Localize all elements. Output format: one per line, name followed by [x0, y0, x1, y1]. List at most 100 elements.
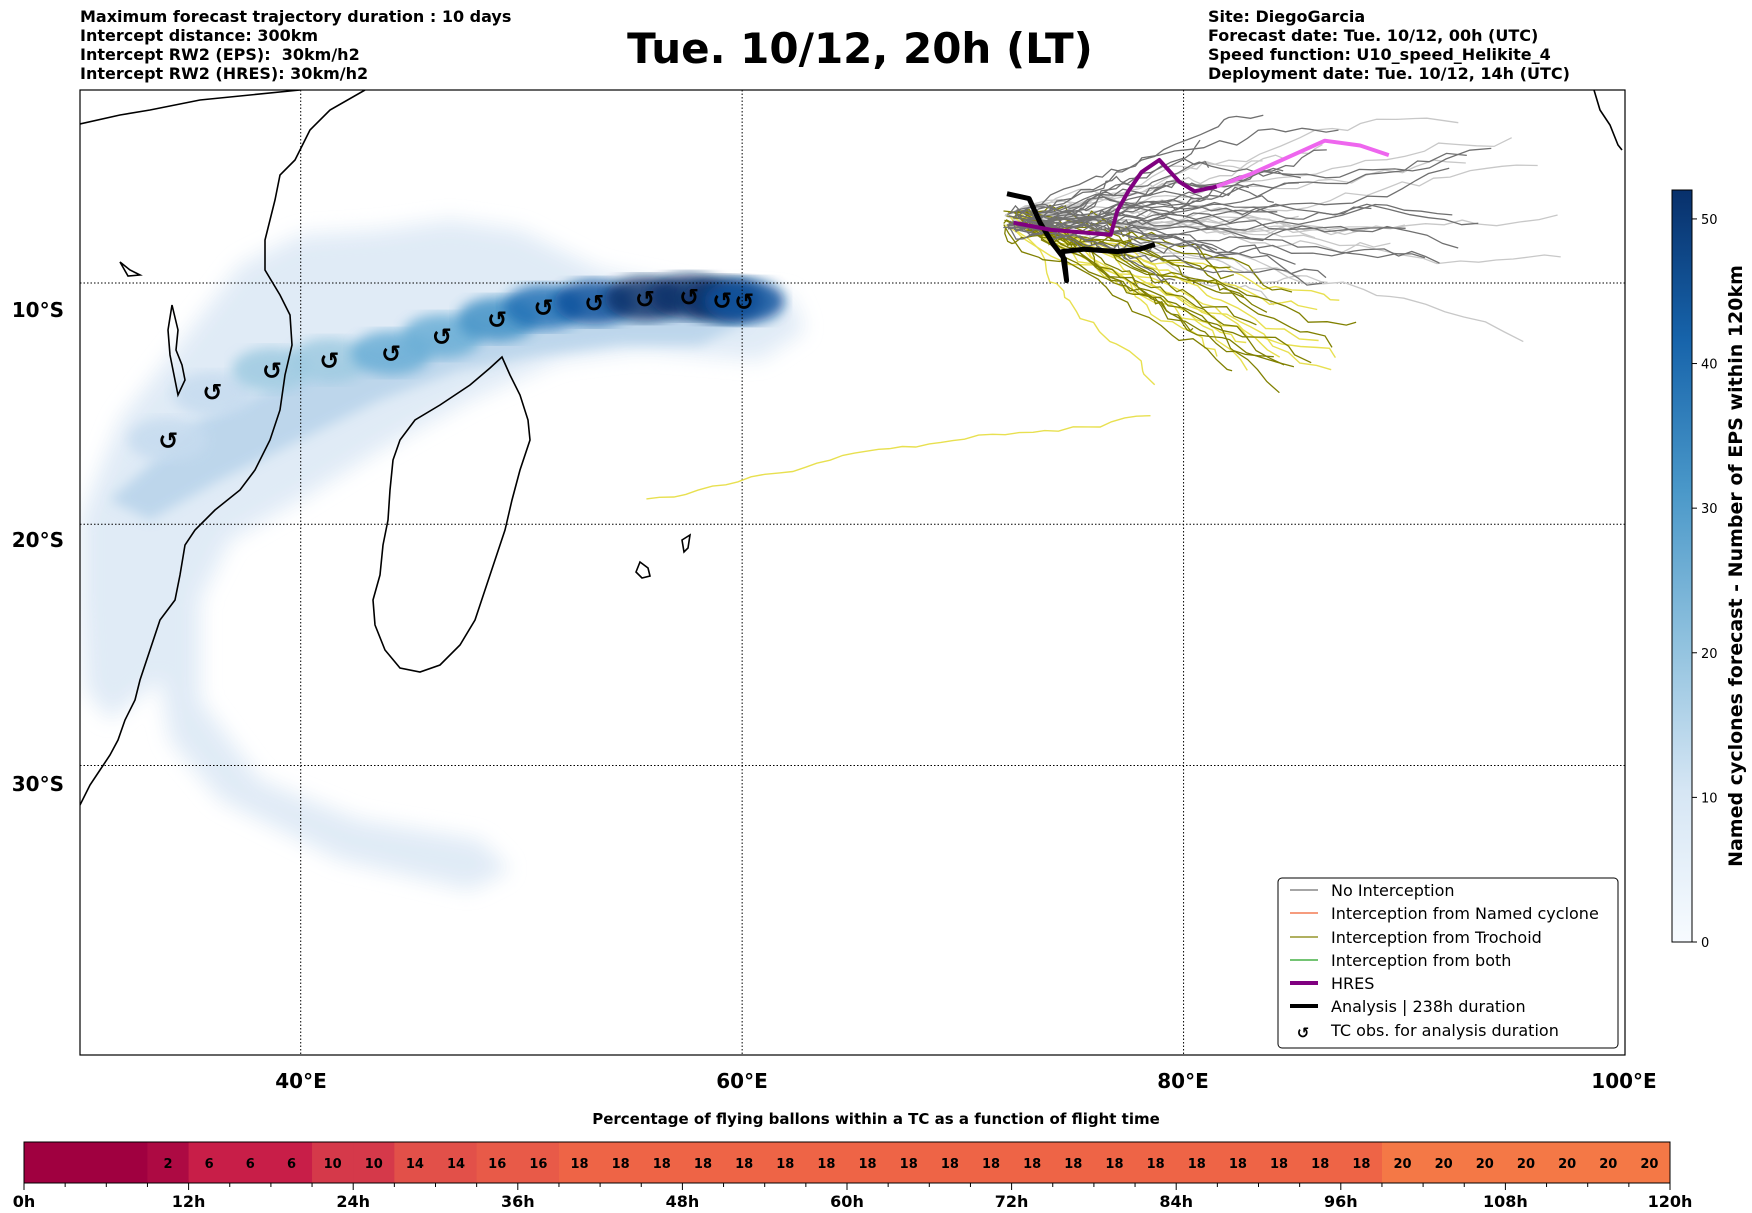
- x-tick-40: 40°E: [275, 1069, 327, 1093]
- island-d: [119, 261, 143, 277]
- strip-cell-18: [764, 1142, 807, 1183]
- strip-cell-label-20: 18: [859, 1157, 877, 1172]
- colorbar-ticks: 0 10 20 30 40 50: [1692, 213, 1718, 951]
- lightTracks-line-7: [1031, 164, 1538, 227]
- colorbar-tick-label-5: 50: [1701, 213, 1718, 228]
- greyTracks-line-11: [1027, 224, 1406, 242]
- island-c: [681, 533, 692, 554]
- strip-cell-label-14: 18: [612, 1157, 630, 1172]
- strip-tick-label-2: 24h: [336, 1192, 370, 1211]
- y-tick-20s: 20°S: [12, 528, 64, 552]
- strip-tick-label-9: 108h: [1483, 1192, 1528, 1211]
- flight-time-strip: Percentage of flying ballons within a TC…: [13, 1110, 1693, 1211]
- hres-track-late: [1216, 138, 1390, 189]
- header-right-line-3: Speed function: U10_speed_Helikite_4: [1208, 45, 1551, 64]
- header-left-line-1: Maximum forecast trajectory duration : 1…: [80, 7, 512, 26]
- africa-coast: [80, 90, 366, 806]
- tc-marker-icon-1: ↺: [202, 379, 222, 407]
- strip-cell-17: [723, 1142, 766, 1183]
- strip-cell-label-22: 18: [941, 1157, 959, 1172]
- density-core: [128, 274, 785, 462]
- coastlines: [80, 90, 1623, 806]
- strip-cell-label-4: 6: [205, 1157, 214, 1172]
- strip-tick-label-1: 12h: [172, 1192, 206, 1211]
- legend: No Interception Interception from Named …: [1277, 877, 1619, 1049]
- strip-cell-label-5: 6: [246, 1157, 255, 1172]
- strip-cell-4: [188, 1142, 231, 1183]
- tc-observations: ↺↺↺ ↺ ↺↺↺ ↺ ↺ ↺ ↺ ↺ ↺: [158, 283, 754, 455]
- header-left-line-3: Intercept RW2 (EPS): 30km/h2: [80, 45, 360, 64]
- strip-cell-label-24: 18: [1023, 1157, 1041, 1172]
- strip-cell-16: [682, 1142, 725, 1183]
- strip-cell-label-38: 20: [1599, 1157, 1617, 1172]
- strip-cell-25: [1052, 1142, 1095, 1183]
- strip-cell-20: [847, 1142, 889, 1183]
- hres-track: [1013, 158, 1218, 237]
- strip-cell-6: [270, 1142, 313, 1183]
- strip-cell-12: [517, 1142, 560, 1183]
- strip-cell-label-39: 20: [1640, 1157, 1658, 1172]
- legend-label-tc-obs: TC obs. for analysis duration: [1330, 1021, 1559, 1040]
- tc-marker-icon-8: ↺: [584, 289, 604, 317]
- strip-cell-label-21: 18: [900, 1157, 918, 1172]
- strip-cell-label-19: 18: [817, 1157, 835, 1172]
- strip-tick-label-4: 48h: [666, 1192, 700, 1211]
- strip-tick-label-8: 96h: [1324, 1192, 1358, 1211]
- header-left-line-4: Intercept RW2 (HRES): 30km/h2: [80, 64, 369, 83]
- legend-tc-marker-icon: ↺: [1297, 1024, 1310, 1042]
- strip-cell-label-23: 18: [982, 1157, 1000, 1172]
- map-frame: [79, 89, 1626, 1056]
- colorbar-tick-label-1: 10: [1701, 791, 1718, 806]
- greyTracks-line-2: [1015, 157, 1210, 218]
- strip-cell-35: [1464, 1142, 1506, 1183]
- oliveTracks-line-12: [1027, 227, 1312, 364]
- strip-cell-32: [1340, 1142, 1383, 1183]
- strip-cell-3: [147, 1142, 190, 1183]
- strip-cell-label-28: 18: [1188, 1157, 1206, 1172]
- strip-cell-label-29: 18: [1229, 1157, 1247, 1172]
- strip-cell-label-27: 18: [1147, 1157, 1165, 1172]
- strip-cell-13: [558, 1142, 601, 1183]
- strip-cell-label-11: 16: [488, 1157, 506, 1172]
- strip-cell-2: [106, 1142, 148, 1183]
- legend-label-no-interception: No Interception: [1331, 881, 1455, 900]
- strip-cell-label-36: 20: [1517, 1157, 1535, 1172]
- strip-cell-label-13: 18: [570, 1157, 588, 1172]
- x-tick-60: 60°E: [716, 1069, 768, 1093]
- header-left-line-2: Intercept distance: 300km: [80, 26, 319, 45]
- tc-marker-icon-0: ↺: [158, 427, 178, 455]
- island-a: [167, 304, 186, 398]
- strip-tick-label-6: 72h: [995, 1192, 1029, 1211]
- header-right-line-2: Forecast date: Tue. 10/12, 00h (UTC): [1208, 26, 1539, 45]
- lightTracks-line-4: [1006, 137, 1512, 226]
- tc-marker-icon-10: ↺: [679, 283, 699, 311]
- strip-cell-label-31: 18: [1311, 1157, 1329, 1172]
- strip-title: Percentage of flying ballons within a TC…: [592, 1110, 1160, 1128]
- strip-cell-1: [65, 1142, 107, 1183]
- strip-cell-label-15: 18: [653, 1157, 671, 1172]
- strip-cell-label-9: 14: [406, 1157, 424, 1172]
- strip-cell-label-35: 20: [1476, 1157, 1494, 1172]
- legend-label-analysis: Analysis | 238h duration: [1331, 997, 1526, 1016]
- strip-cell-39: [1628, 1142, 1671, 1183]
- strip-cell-21: [888, 1142, 930, 1183]
- y-tick-10s: 10°S: [12, 298, 64, 322]
- density-blob-1: [172, 371, 253, 416]
- oliveTracks-line-13: [1015, 208, 1293, 293]
- madagascar-coast: [372, 355, 531, 673]
- strip-cell-30: [1258, 1142, 1301, 1183]
- strip-cell-9: [394, 1142, 436, 1183]
- map-area: ↺↺↺ ↺ ↺↺↺ ↺ ↺ ↺ ↺ ↺ ↺: [80, 90, 1625, 1055]
- legend-label-trochoid: Interception from Trochoid: [1331, 928, 1542, 947]
- strip-cell-11: [476, 1142, 519, 1183]
- greyTracks-line-28: [1026, 191, 1203, 228]
- strip-ticks: 0h 12h 24h 36h 48h 60h 72h 84h 96h 108h 120h: [13, 1183, 1692, 1211]
- strip-cell-label-34: 20: [1435, 1157, 1453, 1172]
- density-field: [80, 220, 805, 890]
- strip-cell-27: [1135, 1142, 1177, 1183]
- strip-cell-label-26: 18: [1105, 1157, 1123, 1172]
- strip-cell-22: [929, 1142, 971, 1183]
- strip-cell-19: [805, 1142, 848, 1183]
- analysis-track: [1006, 191, 1156, 284]
- legend-label-named-cyclone: Interception from Named cyclone: [1331, 904, 1599, 923]
